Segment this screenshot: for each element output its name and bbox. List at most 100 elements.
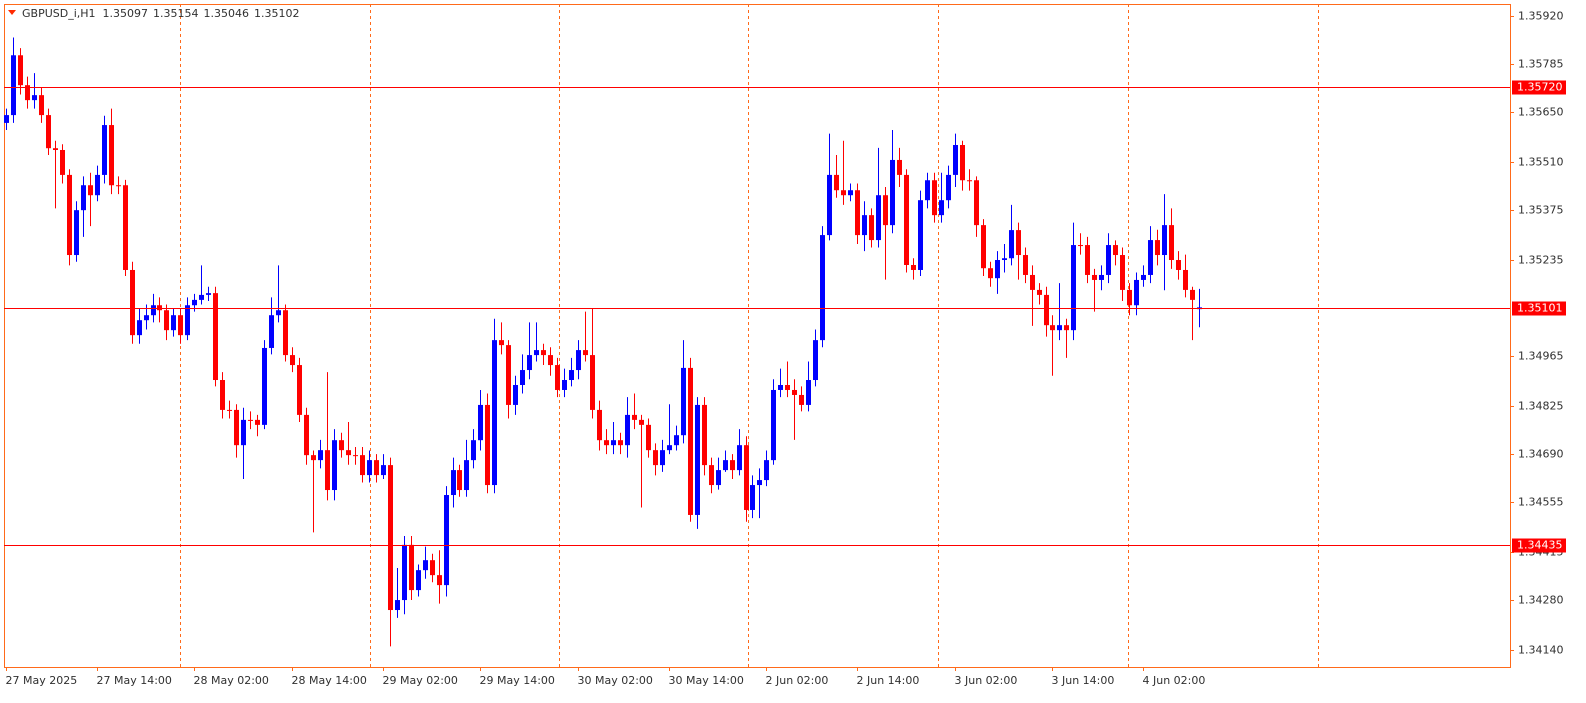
candle-body xyxy=(569,370,574,381)
y-tick-label: 1.34690 xyxy=(1518,448,1564,461)
candle-body xyxy=(95,174,100,196)
candle-body xyxy=(946,174,951,201)
candle-body xyxy=(88,185,93,196)
candle-body xyxy=(1064,325,1069,331)
candle-body xyxy=(311,455,316,461)
x-tick-label: 4 Jun 02:00 xyxy=(1143,674,1206,687)
candle-body xyxy=(632,414,637,420)
candle-body xyxy=(39,95,44,116)
candle-body xyxy=(1078,245,1083,247)
candle-body xyxy=(897,159,902,175)
candle-body xyxy=(660,450,665,466)
candle-body xyxy=(451,470,456,496)
candle-body xyxy=(1183,269,1188,290)
candle-body xyxy=(604,440,609,446)
x-tick-label: 27 May 14:00 xyxy=(97,674,172,687)
candle-body xyxy=(60,149,65,175)
x-tick-label: 3 Jun 02:00 xyxy=(955,674,1018,687)
y-tick-label: 1.34140 xyxy=(1518,644,1564,657)
candle-body xyxy=(855,190,860,236)
candle-body xyxy=(848,190,853,196)
collapse-arrow[interactable] xyxy=(8,10,16,15)
x-tick-label: 28 May 14:00 xyxy=(292,674,367,687)
candle-body xyxy=(248,419,253,421)
candle-body xyxy=(806,380,811,405)
candle-body xyxy=(1120,255,1125,290)
candle-body xyxy=(199,294,204,300)
candle-body xyxy=(1002,258,1007,261)
x-tick-label: 30 May 02:00 xyxy=(578,674,653,687)
candle-body xyxy=(918,200,923,270)
candle-body xyxy=(416,570,421,591)
candle-body xyxy=(862,215,867,236)
candle-body xyxy=(869,215,874,241)
candle-body xyxy=(269,315,274,348)
x-tick-label: 2 Jun 14:00 xyxy=(857,674,920,687)
x-tick-label: 29 May 14:00 xyxy=(480,674,555,687)
candle-body xyxy=(485,404,490,486)
candle-body xyxy=(1085,245,1090,275)
y-tick-label: 1.34555 xyxy=(1518,496,1564,509)
candle-body xyxy=(520,370,525,385)
candle-body xyxy=(730,460,735,471)
y-tick-label: 1.34280 xyxy=(1518,594,1564,607)
candle-body xyxy=(178,315,183,336)
chart-header: GBPUSD_i,H1 1.35097 1.35154 1.35046 1.35102 xyxy=(8,7,300,20)
candle-body xyxy=(995,260,1000,279)
candle-body xyxy=(597,409,602,441)
candle-body xyxy=(792,389,797,395)
candle-body xyxy=(1134,279,1139,306)
candle-body xyxy=(123,185,128,270)
x-tick-label: 2 Jun 02:00 xyxy=(766,674,829,687)
candle-body xyxy=(1092,274,1097,280)
x-tick-label: 27 May 2025 xyxy=(6,674,78,687)
candle-body xyxy=(430,560,435,576)
candle-body xyxy=(1190,289,1195,300)
candle-body xyxy=(1106,245,1111,275)
candle-body xyxy=(827,174,832,236)
open-value: 1.35097 xyxy=(103,7,149,20)
candles xyxy=(4,37,1202,647)
candle-body xyxy=(151,305,156,316)
candle-body xyxy=(527,355,532,371)
candle-body xyxy=(960,145,965,181)
candle-body xyxy=(611,440,616,446)
candle-body xyxy=(1030,274,1035,290)
candle-body xyxy=(18,55,23,86)
candle-body xyxy=(241,419,246,446)
candle-body xyxy=(46,115,51,149)
candle-body xyxy=(227,409,232,411)
candle-body xyxy=(367,460,372,476)
candle-body xyxy=(1016,230,1021,256)
candle-body xyxy=(1009,230,1014,259)
candle-body xyxy=(646,424,651,451)
candle-body xyxy=(213,293,218,381)
candle-body xyxy=(11,55,16,116)
candle-body xyxy=(548,355,553,366)
candle-body xyxy=(255,419,260,425)
chart-title: GBPUSD_i,H1 1.35097 1.35154 1.35046 1.35102 xyxy=(22,7,300,20)
candle-body xyxy=(318,450,323,461)
candle-body xyxy=(353,455,358,457)
candle-body xyxy=(876,195,881,241)
candle-body xyxy=(939,200,944,216)
candle-body xyxy=(1099,274,1104,280)
candle-body xyxy=(799,394,804,405)
candle-body xyxy=(464,460,469,491)
candle-body xyxy=(667,445,672,451)
candle-body xyxy=(695,404,700,515)
candle-body xyxy=(374,460,379,476)
candle-body xyxy=(737,445,742,471)
candle-body xyxy=(81,185,86,211)
candle-body xyxy=(716,470,721,486)
candle-body xyxy=(834,174,839,191)
low-value: 1.35046 xyxy=(204,7,250,20)
y-tick-label: 1.35375 xyxy=(1518,204,1564,217)
y-tick-label: 1.35920 xyxy=(1518,10,1564,23)
candle-body xyxy=(1162,225,1167,256)
x-tick-label: 3 Jun 14:00 xyxy=(1052,674,1115,687)
candle-body xyxy=(1155,240,1160,256)
candle-body xyxy=(953,145,958,175)
candle-body xyxy=(653,450,658,466)
